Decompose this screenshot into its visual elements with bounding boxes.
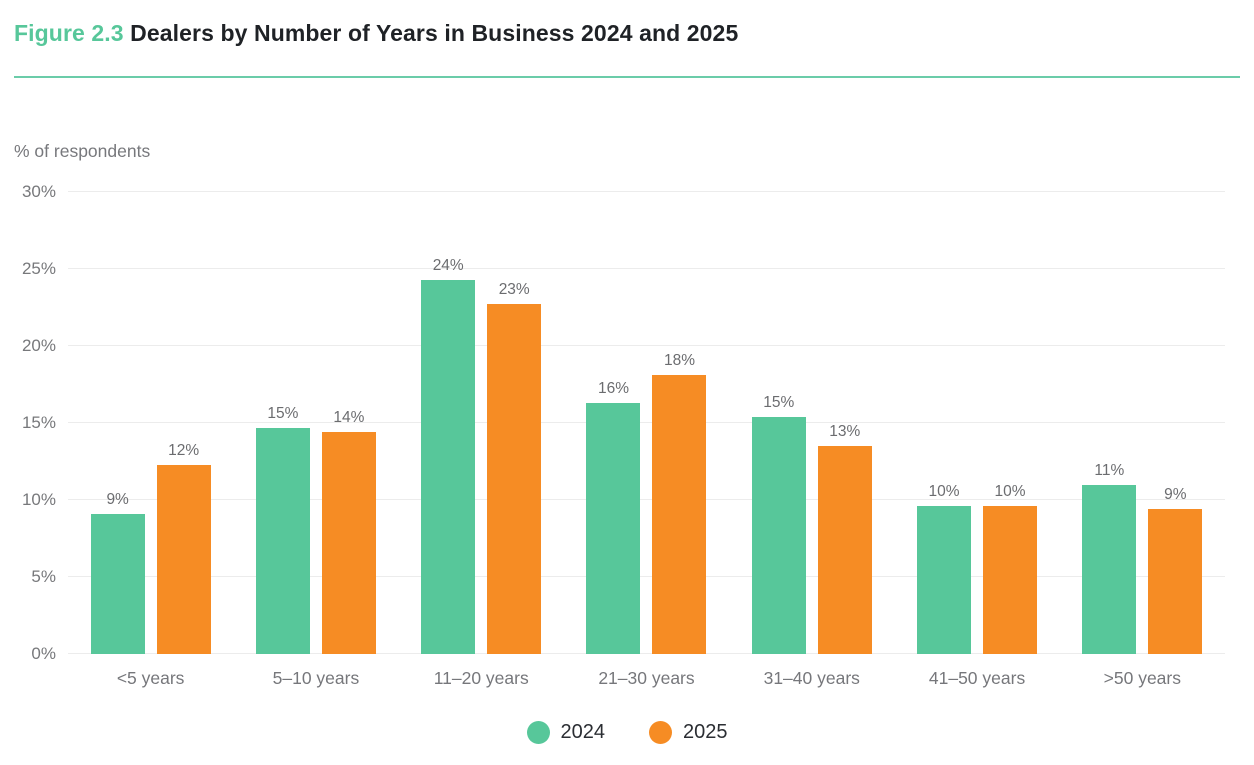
- bar-value-label: 24%: [432, 256, 464, 274]
- category-label: 41–50 years: [928, 668, 1026, 688]
- bar-value-label: 12%: [168, 441, 200, 459]
- gridline: [68, 422, 1225, 423]
- y-tick-label: 15%: [21, 413, 56, 432]
- category-label: 11–20 years: [433, 668, 529, 688]
- gridline: [68, 345, 1225, 346]
- bar-2024: 15%: [751, 394, 806, 654]
- bar-group: 11% 9%: [1060, 192, 1225, 654]
- legend-swatch-icon: [649, 721, 672, 744]
- y-axis-unit-label: % of respondents: [14, 141, 151, 161]
- y-tick-label: 5%: [31, 567, 56, 586]
- y-tick-label: 0%: [31, 644, 56, 663]
- bar-chart-plot-area: 9% 12% 15% 14% 24% 23% 16% 18% 15% 13% 10% 10% 11% 9%: [68, 191, 1225, 654]
- bar-2025: 12%: [156, 442, 211, 654]
- bar-2024: 10%: [917, 483, 972, 654]
- category-label: 31–40 years: [763, 668, 860, 688]
- bar-value-label: 10%: [994, 483, 1026, 501]
- bar-columns: 9% 12% 15% 14% 24% 23% 16% 18% 15% 13% 10% 10% 11% 9%: [68, 192, 1225, 654]
- gridline: [68, 191, 1225, 192]
- category-label: <5 years: [116, 668, 185, 688]
- bar-2025: 18%: [652, 352, 707, 654]
- legend-label: 2025: [683, 721, 728, 743]
- bar-value-label: 9%: [106, 490, 129, 508]
- x-axis-category-labels: <5 years 5–10 years 11–20 years 21–30 years…: [68, 668, 1225, 689]
- bar-value-label: 14%: [333, 409, 365, 427]
- bar-value-label: 15%: [267, 404, 299, 422]
- gridline: [68, 653, 1225, 654]
- y-tick-label: 25%: [21, 259, 56, 278]
- bar-2024: 9%: [90, 491, 145, 654]
- bar-2025: 13%: [817, 423, 872, 654]
- bar-group: 24% 23%: [399, 192, 564, 654]
- bar-2024: 11%: [1082, 462, 1137, 654]
- bar-value-label: 13%: [829, 423, 861, 441]
- legend-item-2025: 2025: [649, 721, 728, 744]
- bar-value-label: 18%: [663, 352, 695, 370]
- bar-2025: 9%: [1148, 486, 1203, 654]
- bar-value-label: 16%: [597, 379, 629, 397]
- legend-item-2024: 2024: [526, 721, 606, 744]
- bar-group: 15% 14%: [233, 192, 398, 654]
- bar-value-label: 15%: [763, 393, 795, 411]
- title-divider: [14, 76, 1240, 78]
- bar-2025: 14%: [321, 409, 376, 654]
- gridline: [68, 576, 1225, 577]
- bar-2024: 16%: [586, 380, 641, 654]
- legend-label: 2024: [560, 721, 606, 743]
- category-label: 21–30 years: [598, 668, 695, 688]
- chart-legend: 2024 2025: [0, 721, 1254, 744]
- bar-2024: 15%: [255, 405, 310, 654]
- bar-group: 15% 13%: [729, 192, 894, 654]
- gridline: [68, 499, 1225, 500]
- bar-value-label: 23%: [498, 281, 530, 299]
- figure-title: Figure 2.3 Dealers by Number of Years in…: [14, 20, 738, 47]
- y-tick-label: 10%: [21, 490, 56, 509]
- y-tick-label: 20%: [21, 336, 56, 355]
- bar-group: 10% 10%: [894, 192, 1059, 654]
- category-label: 5–10 years: [272, 668, 360, 688]
- figure-title-text: Dealers by Number of Years in Business 2…: [123, 20, 739, 46]
- bar-value-label: 9%: [1164, 486, 1187, 504]
- gridline: [68, 268, 1225, 269]
- bar-2025: 10%: [983, 483, 1038, 654]
- bar-2024: 24%: [421, 257, 476, 654]
- figure-number: Figure 2.3: [14, 20, 124, 46]
- category-label: >50 years: [1103, 668, 1181, 688]
- bar-value-label: 10%: [928, 483, 960, 501]
- bar-value-label: 11%: [1094, 461, 1125, 479]
- bar-group: 9% 12%: [68, 192, 233, 654]
- bar-2025: 23%: [487, 281, 542, 654]
- bar-group: 16% 18%: [564, 192, 729, 654]
- y-tick-label: 30%: [21, 182, 56, 201]
- legend-swatch-icon: [526, 721, 550, 744]
